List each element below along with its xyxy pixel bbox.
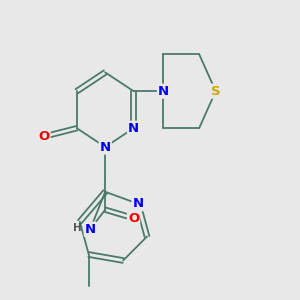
Text: O: O bbox=[38, 130, 50, 143]
Text: N: N bbox=[133, 197, 144, 210]
Text: N: N bbox=[158, 85, 169, 98]
Text: H: H bbox=[74, 223, 82, 232]
Text: O: O bbox=[128, 212, 139, 225]
Text: N: N bbox=[100, 140, 111, 154]
Text: S: S bbox=[211, 85, 220, 98]
Text: N: N bbox=[85, 223, 96, 236]
Text: N: N bbox=[128, 122, 139, 135]
